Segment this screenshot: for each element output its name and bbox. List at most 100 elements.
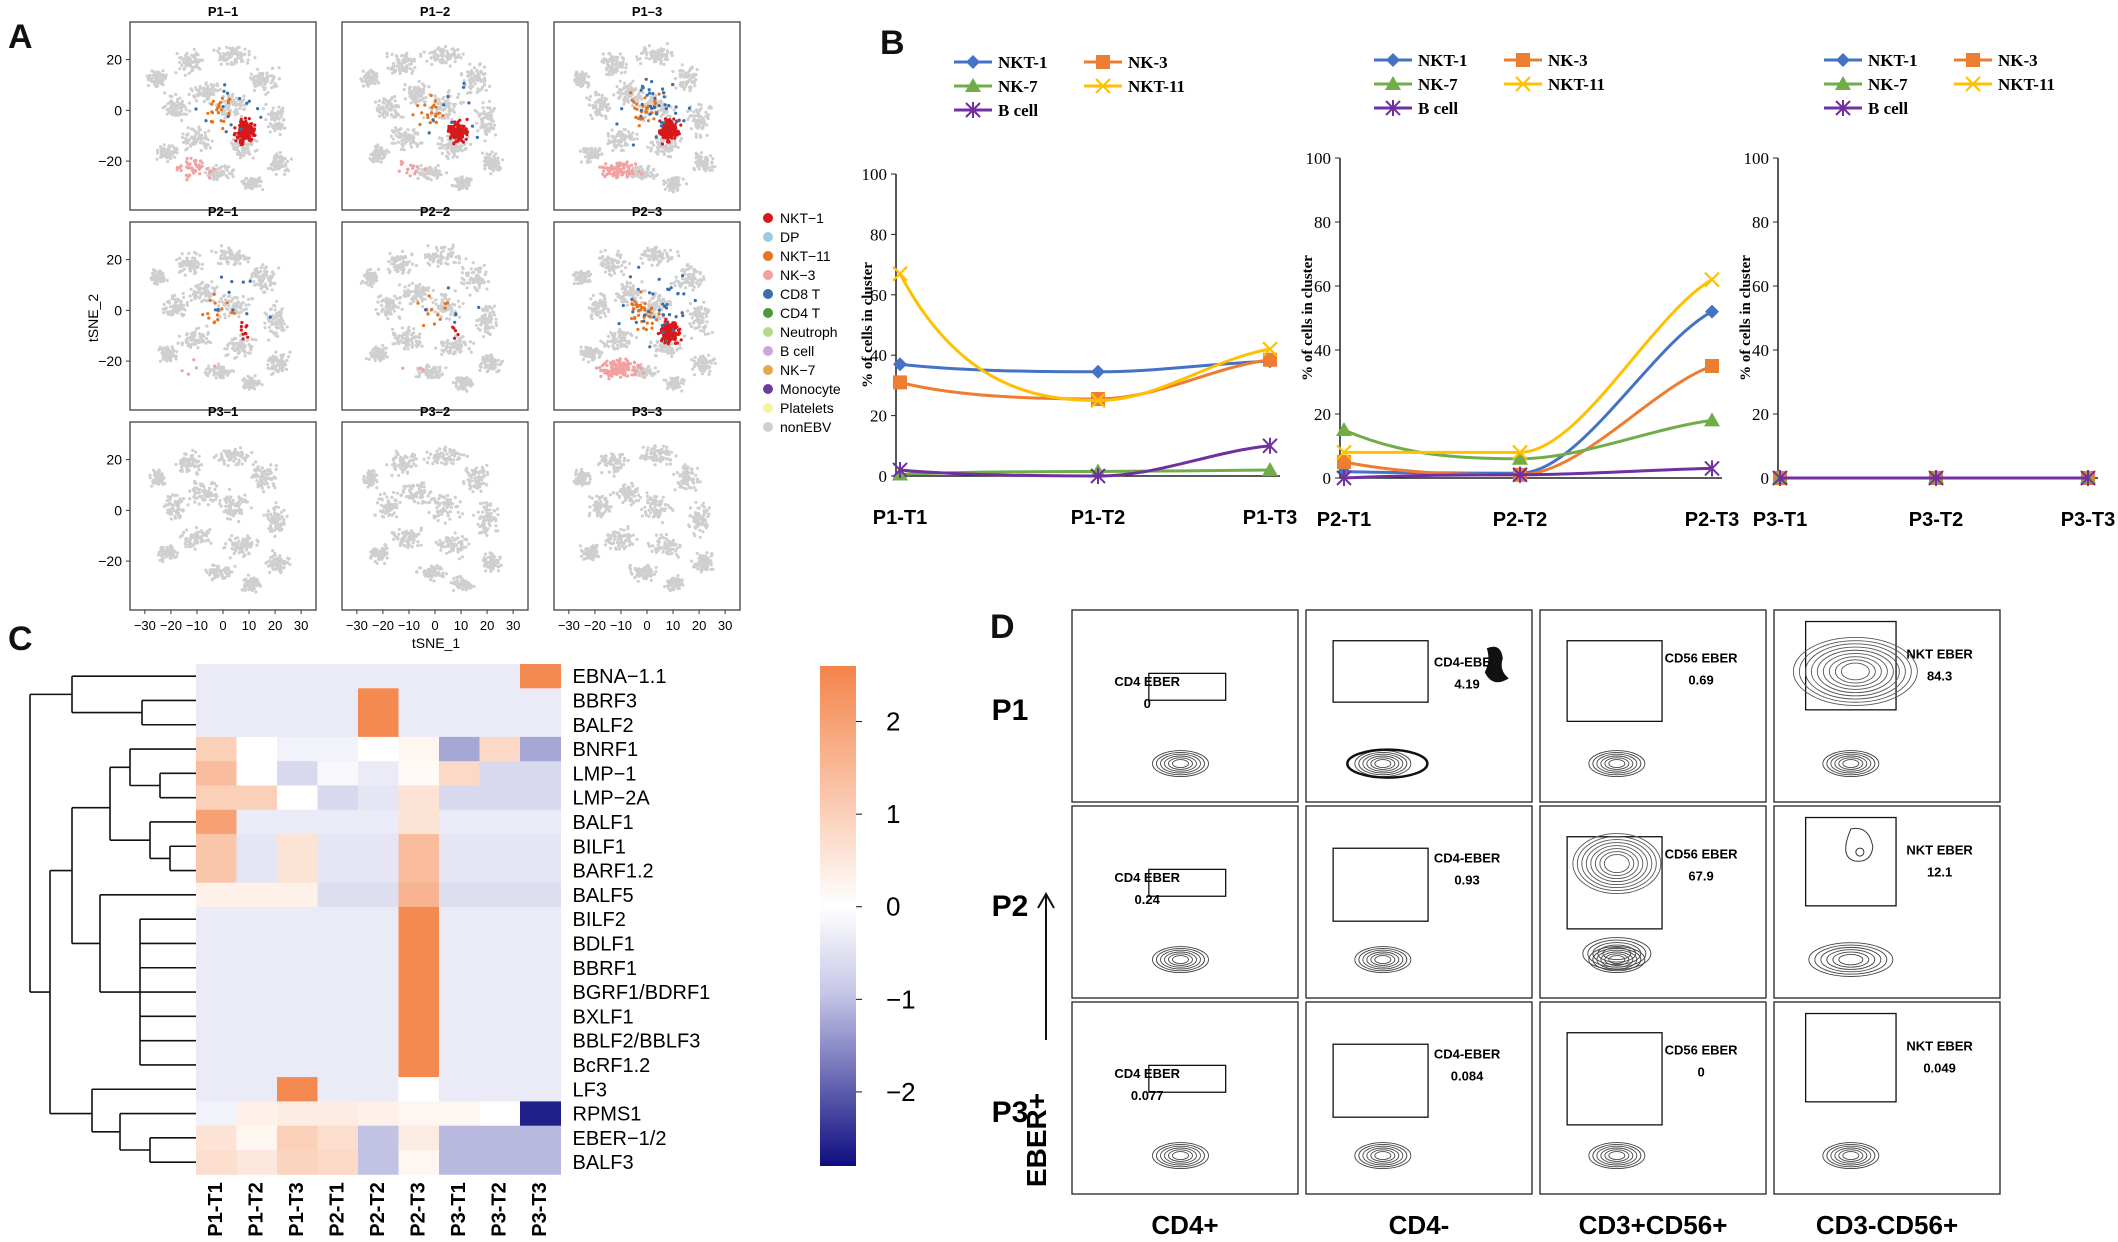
contour	[1160, 753, 1201, 774]
heatmap-cell	[398, 1028, 440, 1054]
heatmap-cell	[520, 1101, 561, 1127]
tsne-xtick: 20	[268, 618, 282, 633]
heatmap-cell	[236, 882, 278, 908]
heatmap-cell	[520, 1028, 561, 1054]
gate-value: 12.1	[1927, 865, 1952, 880]
heatmap-cell	[358, 688, 399, 714]
heatmap-cell	[236, 931, 278, 957]
heatmap-cell	[317, 834, 359, 859]
flow-plot: NKT EBER 0.049	[1773, 1001, 2001, 1195]
ytick-label: 60	[870, 286, 887, 305]
heatmap-cell	[520, 664, 561, 689]
contour	[1842, 759, 1860, 769]
flow-plot: CD56 EBER 0	[1539, 1001, 1767, 1195]
contour	[1830, 1145, 1872, 1166]
heatmap-cell	[439, 809, 480, 835]
heatmap-cell	[479, 979, 521, 1005]
heatmap-cell	[520, 785, 561, 811]
contour	[1604, 1149, 1630, 1162]
heatmap-cell	[439, 664, 480, 689]
ytick-label: 80	[870, 225, 887, 244]
heatmap-cell	[236, 1077, 278, 1102]
heatmap-row-label: EBNA−1.1	[573, 666, 667, 688]
tsne-panel-3: P1–3	[553, 4, 741, 211]
contour	[1156, 751, 1205, 776]
heatmap-row-label: BBRF3	[573, 690, 637, 712]
heatmap-row-label: LMP−2A	[573, 788, 651, 810]
tsne-xtick: 0	[643, 618, 650, 633]
heatmap-cell	[398, 736, 440, 762]
contour	[1168, 757, 1193, 770]
tsne-panel-title: P2–3	[632, 204, 662, 219]
legend-item: NK-7	[954, 77, 1038, 96]
contour	[1164, 951, 1197, 968]
ylabel: % of cells in cluster	[1300, 255, 1316, 381]
legend-item: NK-3	[1954, 51, 2038, 70]
gate-value: 0	[1697, 1065, 1704, 1080]
contour	[1358, 1143, 1408, 1168]
heatmap-cell	[520, 1004, 561, 1029]
heatmap-cell	[236, 736, 278, 762]
contour	[1810, 646, 1900, 697]
heatmap-cell	[317, 1052, 359, 1078]
tsne-xtick: −10	[398, 618, 420, 633]
heatmap-cell	[236, 1028, 278, 1054]
heatmap-cell	[236, 1052, 278, 1078]
heatmap-cell	[317, 882, 359, 908]
heatmap-cell	[520, 761, 561, 786]
contour	[1600, 755, 1634, 772]
colorbar-tick: −1	[886, 984, 916, 1014]
heatmap-cell	[520, 1150, 561, 1175]
heatmap-cell	[439, 1004, 480, 1029]
gate-value: 0.69	[1688, 673, 1713, 688]
heatmap-row-label: BDLF1	[573, 933, 635, 955]
heatmap-cell	[479, 1052, 521, 1078]
contour	[1604, 757, 1630, 770]
tsne-panel-7: P3–1 20 0 −20 −30 −20 −10 0 10 20 30	[98, 404, 317, 633]
ytick-label: 100	[1306, 149, 1332, 168]
data-point	[892, 461, 908, 478]
heatmap-cell	[479, 882, 521, 908]
ytick-label: 40	[1314, 341, 1331, 360]
heatmap-row-label: BILF1	[573, 836, 626, 858]
contour	[1172, 759, 1189, 769]
ytick-label: 80	[1752, 213, 1769, 232]
xtick-label: P3-T2	[1909, 509, 1963, 531]
heatmap-cell	[520, 882, 561, 908]
contour	[1608, 1151, 1626, 1161]
heatmap-cell	[398, 712, 440, 738]
tsne-xtick: 10	[242, 618, 256, 633]
series-line	[898, 272, 1271, 403]
tsne-legend-item: Neutroph	[763, 324, 838, 340]
gate-name: CD56 EBER	[1665, 847, 1739, 862]
heatmap-col-label: P1-T3	[286, 1182, 308, 1236]
heatmap-cell	[196, 809, 237, 835]
contour	[1152, 1142, 1209, 1170]
flow-col-label: CD3-CD56+	[1816, 1210, 1958, 1240]
heatmap-cell	[439, 931, 480, 957]
heatmap-cell	[398, 785, 440, 811]
legend-item: B cell	[1824, 99, 1908, 118]
tsne-xtick: 20	[692, 618, 706, 633]
heatmap-cell	[196, 1077, 237, 1102]
tsne-panel-2: P1–2	[341, 4, 529, 211]
heatmap-cell	[439, 1077, 480, 1102]
ytick-label: 0	[1761, 469, 1770, 488]
contour	[1576, 836, 1657, 892]
contour	[1172, 1151, 1189, 1161]
contour	[1822, 1142, 1880, 1170]
heatmap-row-label: BGRF1/BDRF1	[573, 982, 711, 1004]
tsne-legend-item: nonEBV	[763, 419, 832, 435]
heatmap-cell	[277, 736, 318, 762]
flow-plot: CD4-EBER 4.19	[1305, 609, 1533, 803]
contour	[1168, 953, 1193, 966]
contour	[1358, 751, 1408, 776]
ytick-label: 80	[1314, 213, 1331, 232]
heatmap-cell	[439, 1125, 480, 1151]
tsne-xtick: 10	[666, 618, 680, 633]
heatmap-row-label: BBLF2/BBLF3	[573, 1031, 701, 1053]
flow-plot: CD4 EBER 0	[1071, 609, 1299, 803]
tsne-panel-title: P2–2	[420, 204, 450, 219]
heatmap-cell	[479, 736, 521, 762]
heatmap-row-label: BcRF1.2	[573, 1055, 651, 1077]
